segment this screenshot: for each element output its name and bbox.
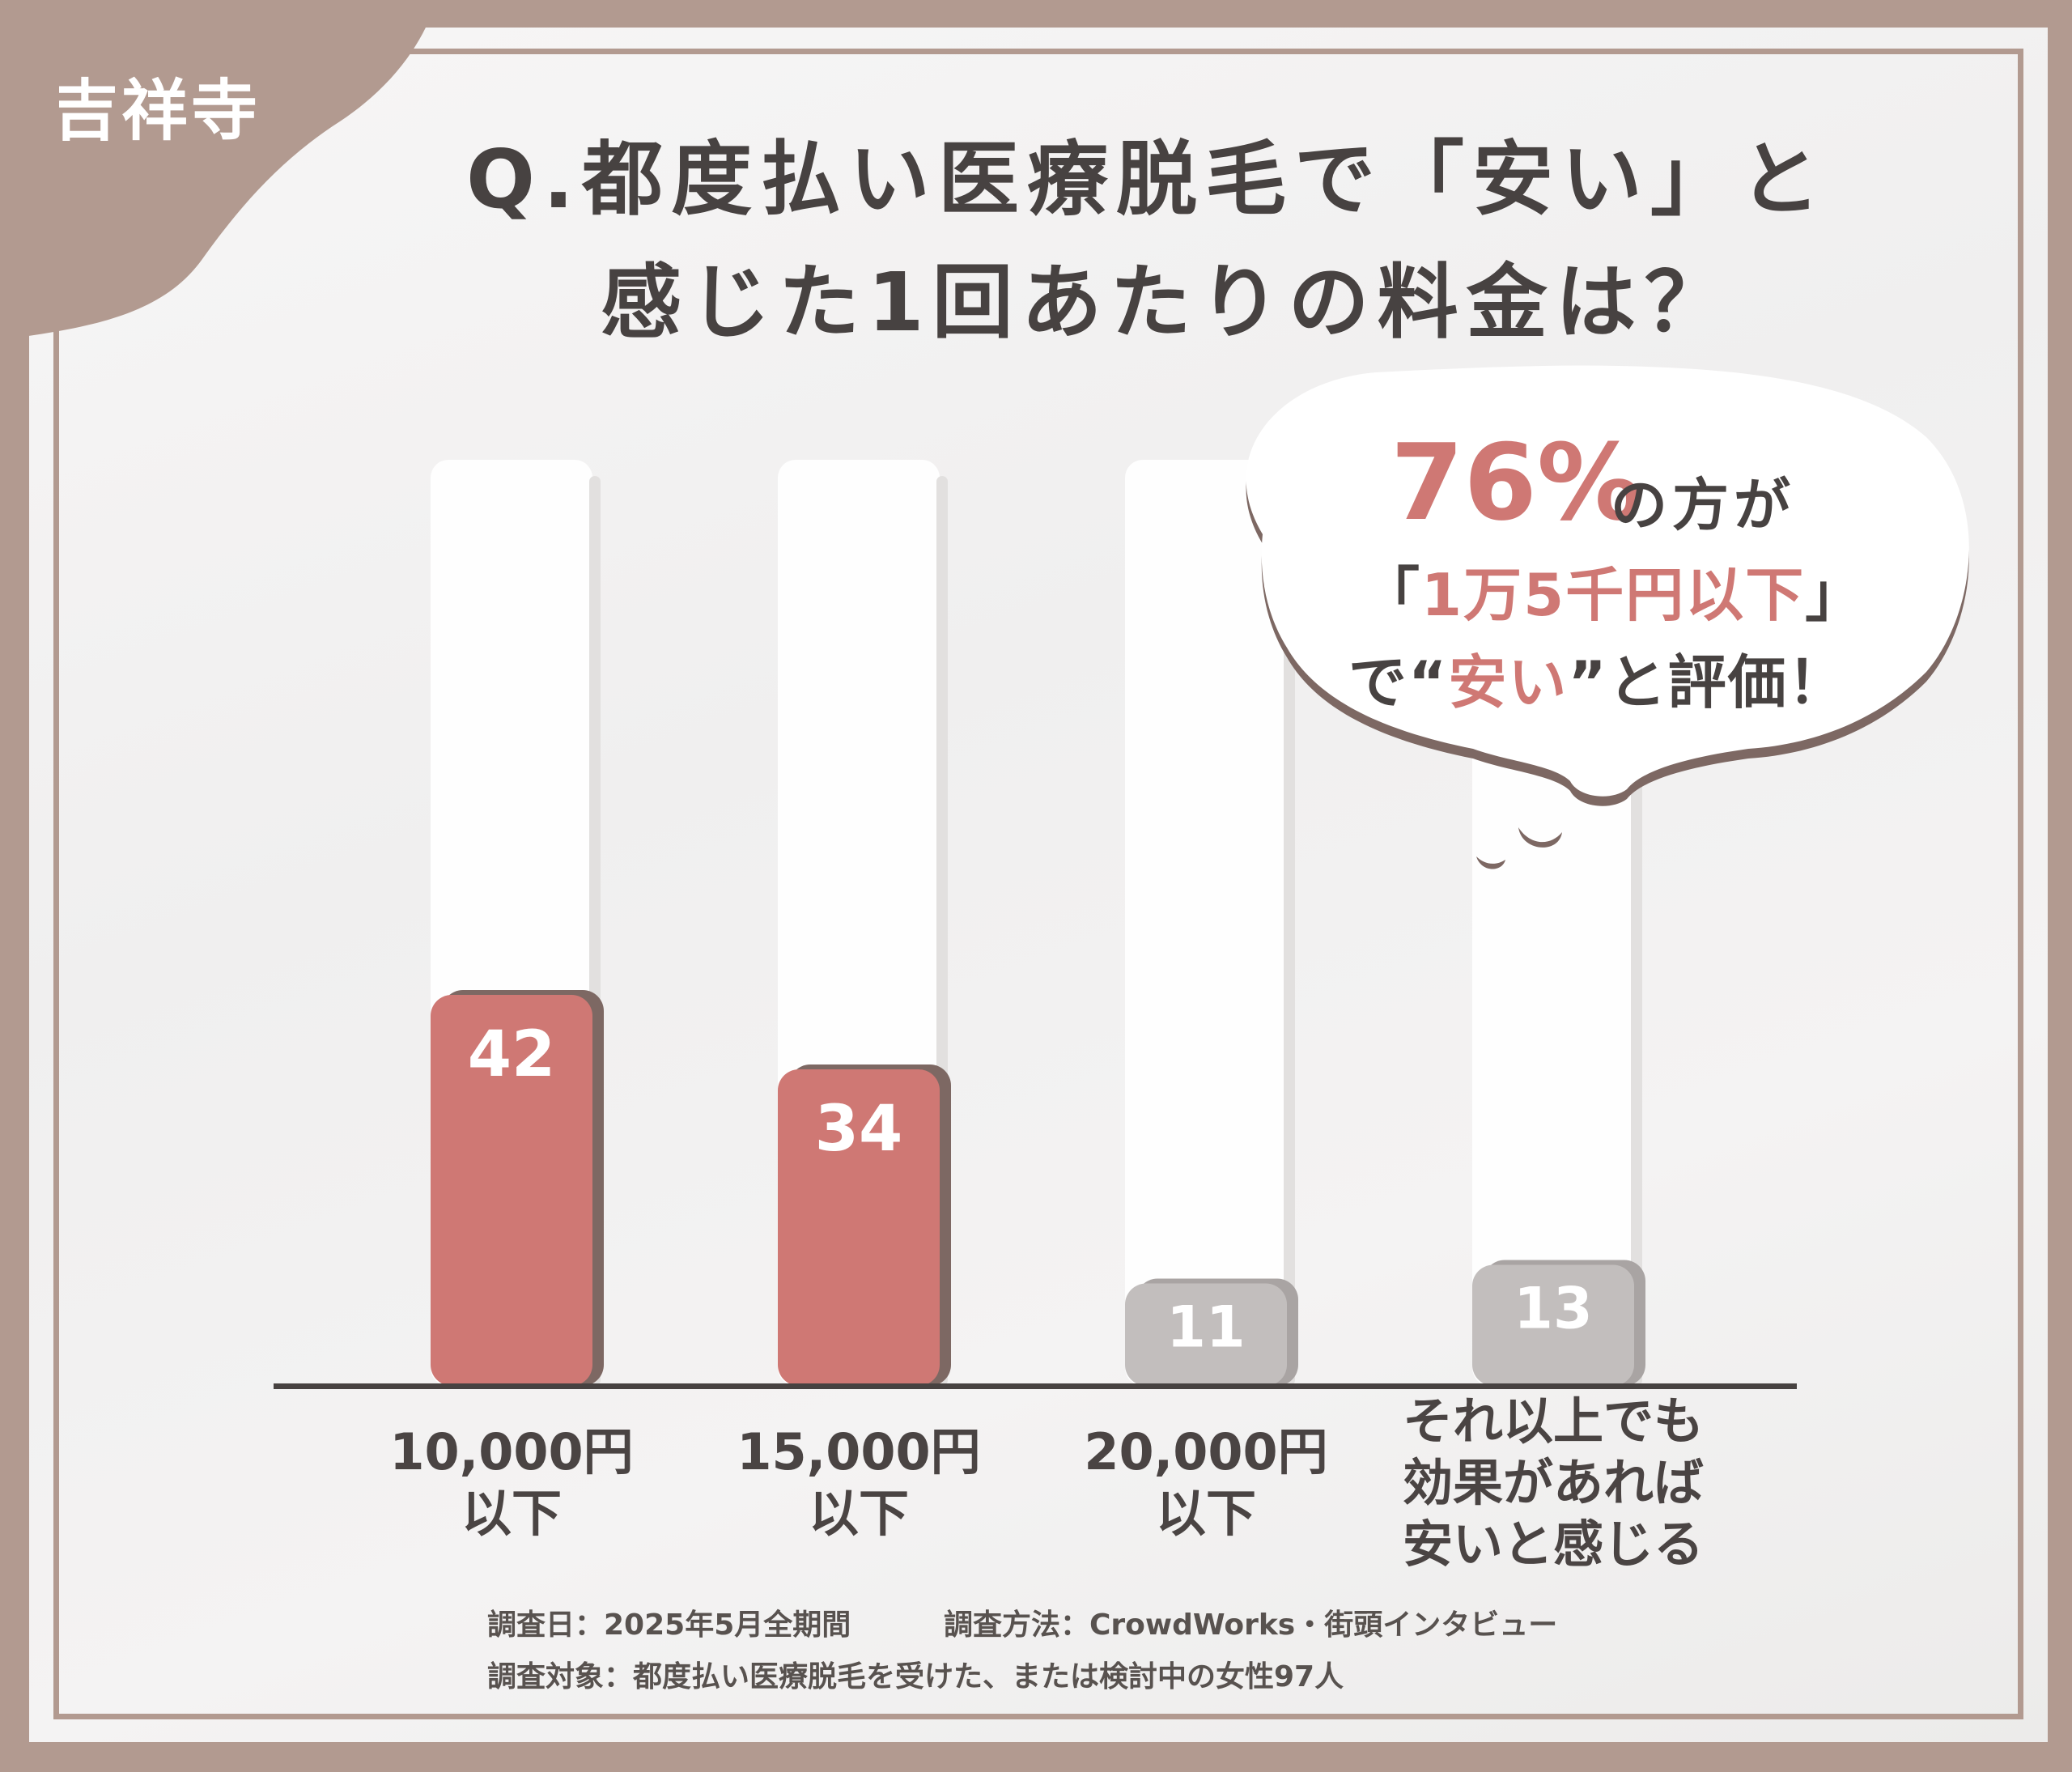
bar-value-label: 13: [1514, 1276, 1592, 1342]
callout-percentage: 76%: [1391, 421, 1643, 544]
bar-track-shade: [1284, 476, 1295, 1386]
question-title-line1: Q.都度払い医療脱毛で「安い」と: [466, 132, 1828, 227]
survey-date-note: 調査日：2025年5月全期間: [487, 1608, 851, 1642]
callout-cheap-highlight: 安い: [1448, 648, 1569, 716]
bar-value-label: 42: [468, 1018, 556, 1091]
location-tag: 吉祥寺: [52, 73, 261, 150]
callout-bracket-open: 「: [1361, 561, 1422, 629]
bar: [778, 1069, 940, 1386]
callout-line2: 「1万5千円以下」: [1361, 547, 1865, 632]
thought-dot-large: [1518, 827, 1562, 848]
speech-bubble-body: [1246, 365, 1969, 797]
category-label: 20,000円 以下: [1084, 1422, 1328, 1543]
thought-dot-small: [1476, 856, 1505, 869]
category-label: 10,000円 以下: [389, 1422, 634, 1543]
callout-suffix: の方が: [1611, 472, 1795, 538]
callout-bracket-close: 」: [1805, 561, 1866, 629]
callout-line3-pre: で“: [1348, 648, 1449, 716]
callout-line3: で“安い”と評価！: [1348, 635, 1848, 720]
category-label: 15,000円 以下: [737, 1422, 981, 1543]
bar-value-label: 34: [815, 1093, 903, 1166]
bar: [431, 995, 592, 1386]
category-label: それ以上でも 効果があれば 安いと感じる: [1402, 1392, 1704, 1574]
bar-track: [1125, 460, 1287, 1386]
x-axis-line: [274, 1383, 1797, 1389]
question-title-line2: 感じた1回あたりの料金は？: [601, 255, 1734, 350]
background-panel: [29, 28, 2048, 1742]
callout-price-highlight: 1万5千円以下: [1421, 561, 1806, 629]
survey-method-note: 調査方法：CrowdWorks・街頭インタビュー: [944, 1608, 1558, 1642]
survey-target-note: 調査対象：都度払い医療脱毛を受けた、または検討中の女性97人: [487, 1660, 1344, 1693]
corner-tag-shape: [0, 0, 437, 340]
bar-value-label: 11: [1166, 1294, 1245, 1361]
bar: [1472, 1264, 1634, 1386]
bar: [1125, 1283, 1287, 1386]
callout-line3-post: ”と評価！: [1568, 648, 1848, 716]
